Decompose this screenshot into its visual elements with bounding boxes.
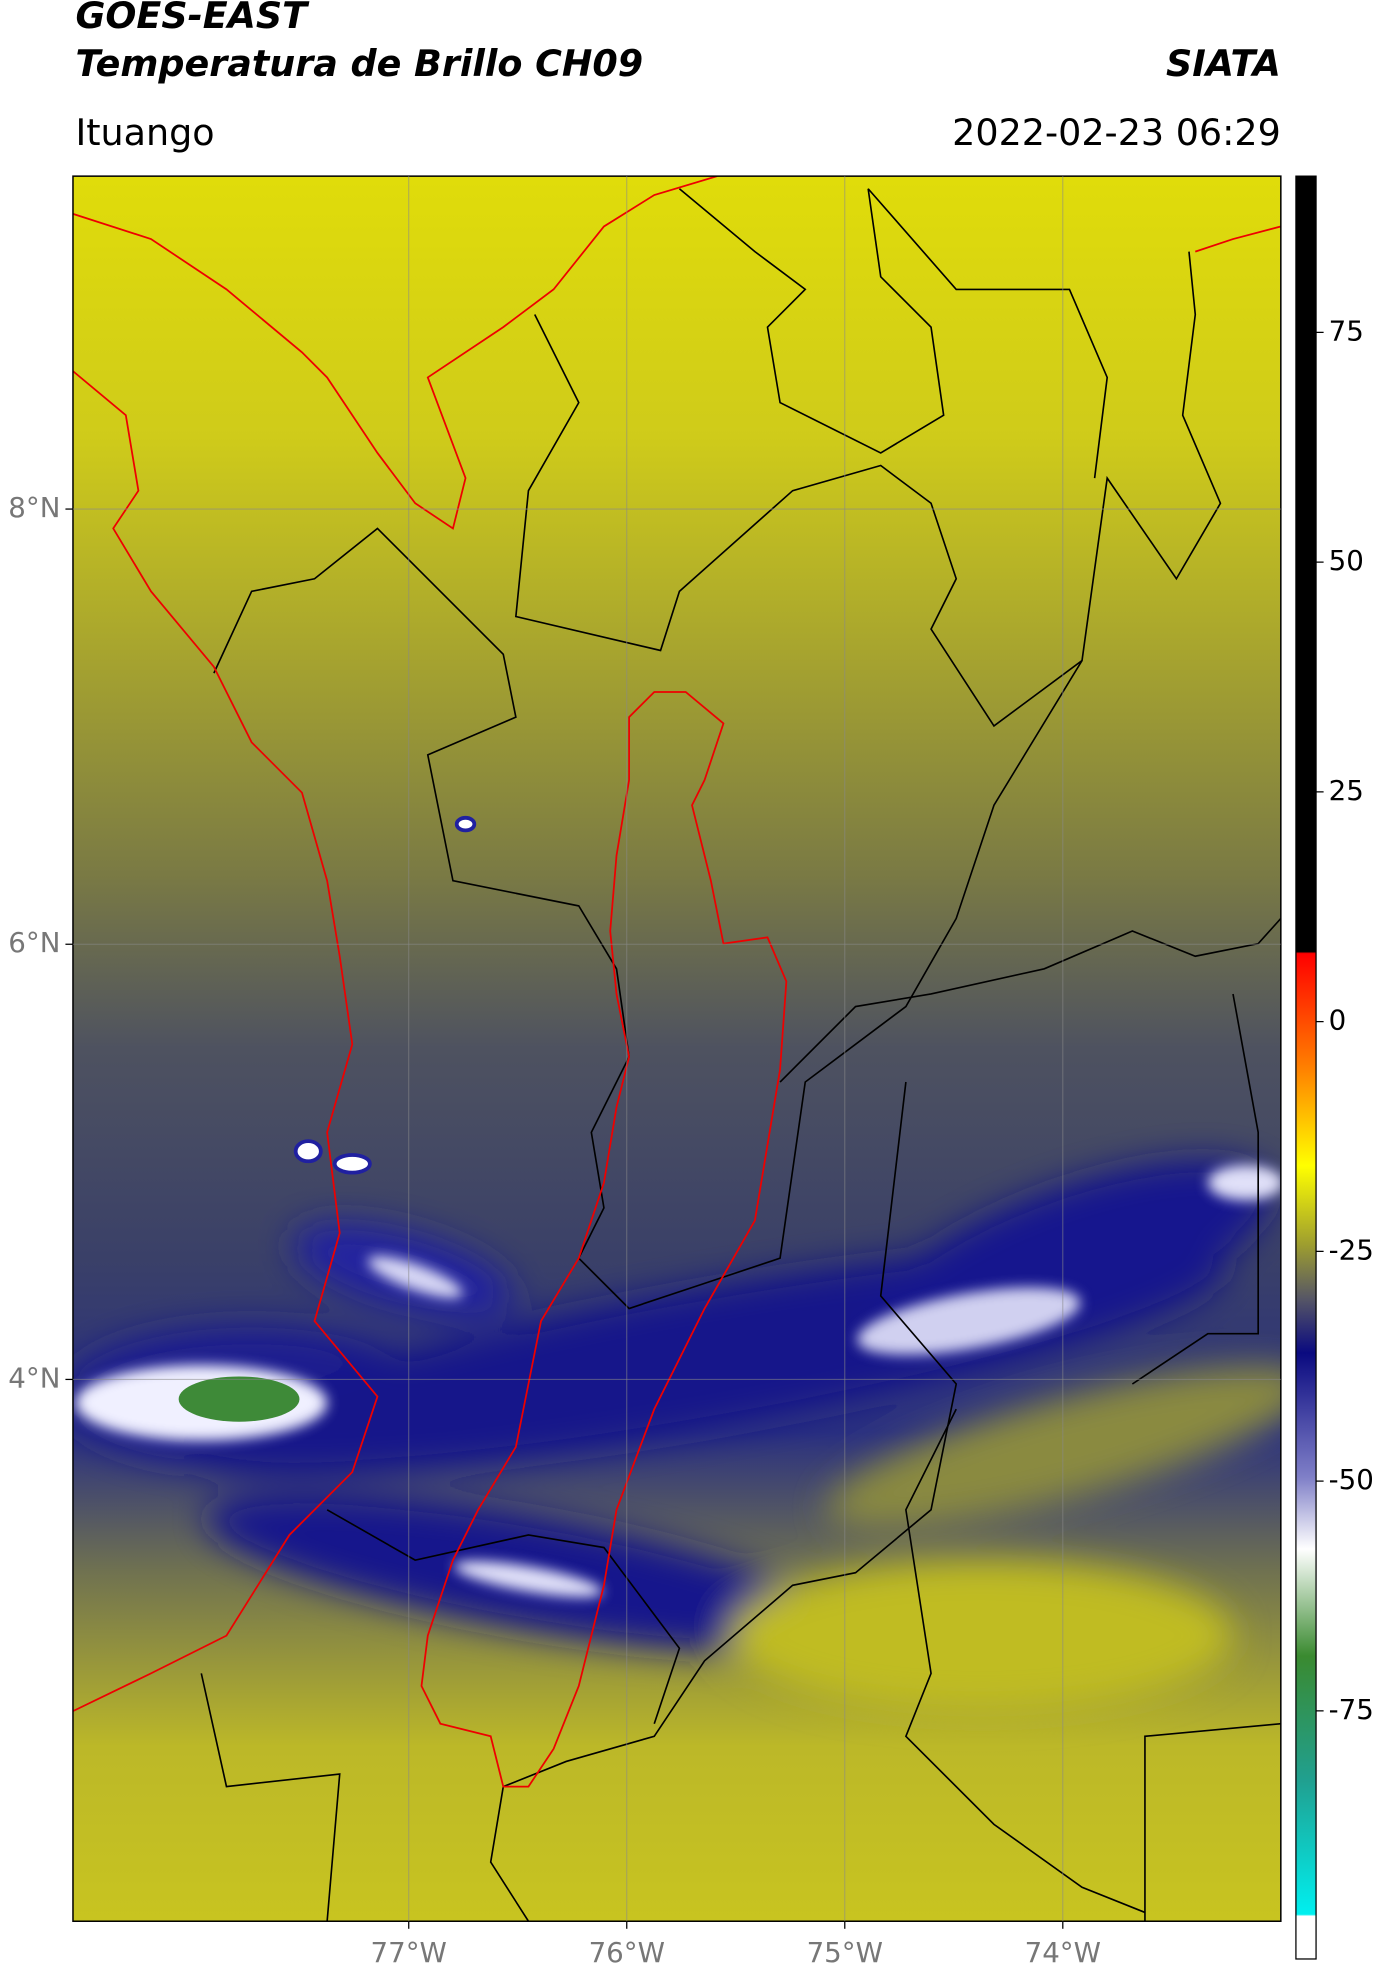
location: Ituango <box>75 111 214 154</box>
axes-layer: 77°W 76°W 75°W 74°W 8°N 6°N 4°N 75 50 25 0 -25 -50 -7… <box>8 176 1374 1969</box>
title-line-1: GOES-EAST <box>75 0 310 37</box>
y-tick-label: 4°N <box>8 1361 60 1394</box>
colorbar <box>1295 175 1317 1960</box>
map-image <box>72 176 1281 1922</box>
colorbar-label: -75 <box>1329 1693 1374 1726</box>
x-tick-label: 75°W <box>807 1936 883 1969</box>
brand: SIATA <box>1166 42 1281 85</box>
map-frame <box>72 175 1282 1922</box>
title-line-2: Temperatura de Brillo CH09 <box>75 42 643 85</box>
colorbar-label: -25 <box>1329 1233 1374 1266</box>
colorbar-label: 25 <box>1329 774 1364 807</box>
x-tick-label: 77°W <box>371 1936 447 1969</box>
y-tick-label: 8°N <box>8 491 60 524</box>
colorbar-label: 75 <box>1329 314 1364 347</box>
colorbar-label: 0 <box>1329 1004 1347 1037</box>
y-tick-label: 6°N <box>8 926 60 959</box>
x-tick-label: 74°W <box>1025 1936 1101 1969</box>
timestamp: 2022-02-23 06:29 <box>952 111 1281 154</box>
colorbar-label: 50 <box>1329 544 1364 577</box>
x-tick-label: 76°W <box>589 1936 665 1969</box>
borders <box>72 176 1281 1922</box>
colorbar-label: -50 <box>1329 1463 1374 1496</box>
